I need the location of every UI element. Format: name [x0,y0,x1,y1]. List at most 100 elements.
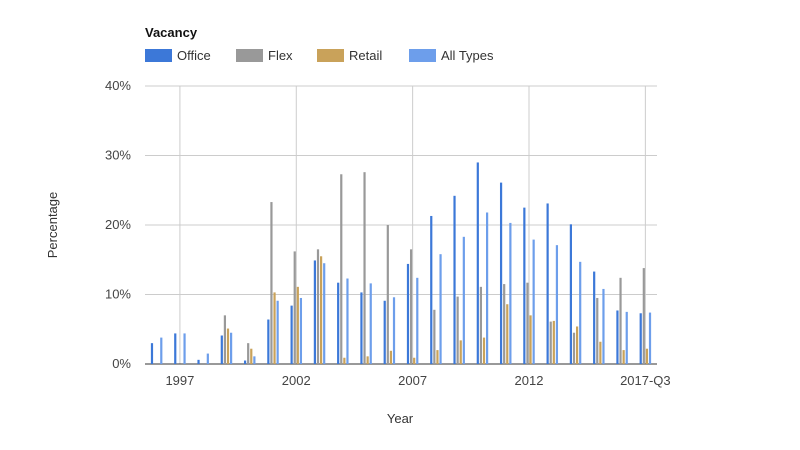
legend-label-retail: Retail [349,48,382,63]
bar-retail-2012 [529,315,532,364]
bar-office-1997 [174,333,177,364]
bar-office-2008 [430,215,433,364]
bar-office-2011 [499,182,503,364]
x-axis-tick-labels: 1997 2002 2007 2012 2017-Q3 [165,373,670,388]
bar-office-2016 [616,310,619,364]
bar-flex-2009 [456,296,459,364]
bar-flex-2003 [316,249,320,364]
legend: Vacancy Office Flex Retail All Types [145,25,494,63]
x-axis-title: Year [387,411,414,426]
legend-swatch-office [145,49,172,62]
bar-all-types-1996 [160,337,163,364]
y-tick-label: 30% [105,148,131,163]
legend-item-all-types[interactable]: All Types [409,48,494,63]
bar-office-2004 [337,282,340,364]
bar-retail-2001 [273,292,276,364]
legend-item-retail[interactable]: Retail [317,48,382,63]
bar-all-types-2002 [299,297,303,364]
bar-all-types-1997 [183,333,186,364]
bar-retail-2002 [296,286,299,364]
bar-office-2006 [383,300,386,364]
bar-retail-2006 [389,350,393,364]
bar-flex-2007 [409,249,413,364]
bar-retail-2016 [622,350,625,364]
legend-label-flex: Flex [268,48,293,63]
bar-office-1999 [220,335,223,364]
bar-all-types-2014 [579,261,582,364]
bar-all-types-2000 [253,356,256,364]
x-tick-label: 1997 [165,373,194,388]
bar-all-types-2007 [416,277,419,364]
bar-flex-2013 [549,321,552,364]
bar-all-types-2004 [346,278,349,364]
legend-swatch-flex [236,49,263,62]
bar-office-2007 [406,263,410,364]
y-tick-label: 20% [105,217,131,232]
bar-all-types-2009 [462,236,465,364]
bar-all-types-2016 [625,311,628,364]
bar-flex-2006 [386,225,389,364]
bar-flex-2016 [619,277,622,364]
bar-flex-2015 [596,297,599,364]
y-axis-title: Percentage [45,192,60,259]
bar-retail-2015 [599,341,602,364]
bar-flex-2004 [340,174,343,364]
bar-retail-2000 [250,348,253,364]
bar-office-2010 [476,162,479,364]
bar-office-2012 [523,207,526,364]
bars [150,162,652,364]
y-axis-tick-labels: 0% 10% 20% 30% 40% [105,78,131,371]
bar-flex-2002 [293,251,296,364]
bar-office-2009 [453,195,456,364]
bar-all-types-2015 [602,288,605,364]
x-tick-label: 2012 [515,373,544,388]
bar-all-types-2008 [439,254,442,364]
legend-item-flex[interactable]: Flex [236,48,293,63]
y-tick-label: 40% [105,78,131,93]
bar-retail-2008 [436,350,439,364]
bar-retail-2007 [413,357,416,364]
bar-all-types-2010 [486,212,489,364]
bar-flex-1999 [223,315,227,364]
bar-flex-2005 [363,172,366,364]
bar-all-types-2006 [392,297,396,364]
bar-office-2000 [243,360,247,364]
bar-flex-2000 [247,343,250,364]
legend-label-all-types: All Types [441,48,494,63]
y-tick-label: 10% [105,287,131,302]
bar-all-types-2001 [276,300,279,364]
bar-flex-2012 [526,282,529,364]
bar-flex-2017-Q3 [642,268,645,364]
legend-swatch-all-types [409,49,436,62]
legend-title: Vacancy [145,25,198,40]
bar-all-types-2017-Q3 [648,312,652,364]
bar-retail-2011 [506,304,509,364]
bar-all-types-2012 [532,239,535,364]
x-tick-label: 2002 [282,373,311,388]
bar-office-2017-Q3 [639,313,642,364]
bar-all-types-2013 [555,245,559,364]
bar-flex-2011 [503,284,506,364]
bar-office-2015 [593,271,596,364]
bar-all-types-2011 [509,222,512,364]
bar-office-2014 [569,224,572,364]
bar-all-types-1998 [206,353,209,364]
legend-item-office[interactable]: Office [145,48,211,63]
legend-label-office: Office [177,48,211,63]
bar-all-types-1999 [230,332,233,364]
bar-retail-1999 [226,328,230,364]
bar-office-2013 [546,203,549,364]
bar-office-2005 [360,292,363,364]
legend-swatch-retail [317,49,344,62]
bar-all-types-2005 [369,283,372,364]
x-tick-label: 2007 [398,373,427,388]
bar-flex-2010 [479,286,483,364]
bar-office-2001 [267,319,270,364]
bar-office-2002 [290,305,293,364]
bar-retail-2010 [482,337,486,364]
bar-retail-2017-Q3 [645,348,649,364]
bar-retail-2014 [575,326,579,364]
bar-office-1998 [197,359,200,364]
bar-retail-2005 [366,356,369,364]
